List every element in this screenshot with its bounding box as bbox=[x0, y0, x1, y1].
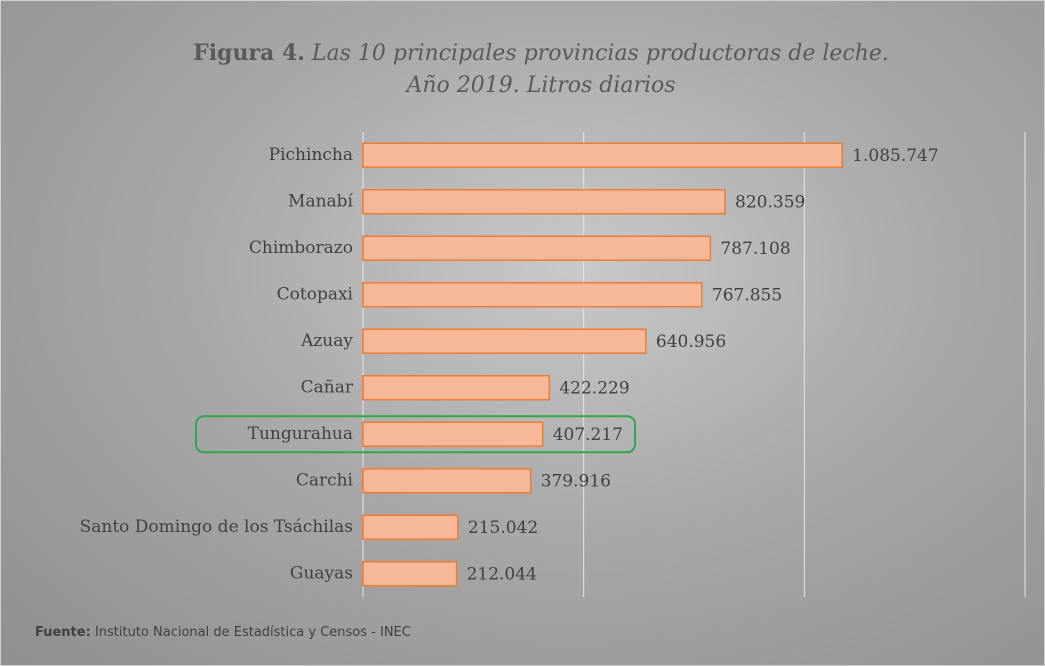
bar bbox=[363, 190, 725, 214]
bar bbox=[363, 283, 702, 307]
y-tick-label: Azuay bbox=[300, 331, 353, 351]
bar bbox=[363, 376, 549, 400]
source-text: Instituto Nacional de Estadística y Cens… bbox=[95, 625, 411, 640]
bar bbox=[363, 562, 457, 586]
bar bbox=[363, 329, 646, 353]
value-label: 767.855 bbox=[712, 285, 782, 305]
value-label: 422.229 bbox=[559, 378, 629, 398]
value-label: 820.359 bbox=[735, 192, 805, 212]
y-tick-label: Pichincha bbox=[269, 145, 353, 165]
bar bbox=[363, 469, 531, 493]
y-tick-label: Cotopaxi bbox=[277, 284, 354, 304]
chart: Pichincha 1.085.747 Manabí 820.359 Chimboraz… bbox=[1, 1, 1044, 665]
value-label: 215.042 bbox=[468, 518, 538, 538]
bar bbox=[363, 422, 543, 446]
y-tick-label: Carchi bbox=[296, 470, 354, 490]
value-label: 407.217 bbox=[553, 425, 623, 445]
value-label: 1.085.747 bbox=[852, 146, 939, 166]
source-label: Fuente: bbox=[35, 625, 91, 640]
y-tick-label: Tungurahua bbox=[248, 424, 353, 444]
y-tick-label: Guayas bbox=[290, 563, 353, 583]
bar bbox=[363, 143, 842, 167]
value-label: 212.044 bbox=[467, 564, 537, 584]
value-label: 640.956 bbox=[656, 332, 726, 352]
y-tick-label: Manabí bbox=[288, 191, 354, 211]
y-tick-label: Cañar bbox=[301, 377, 354, 397]
y-tick-label: Santo Domingo de los Tsáchilas bbox=[80, 517, 353, 537]
y-tick-label: Chimborazo bbox=[249, 238, 353, 258]
source-note: Fuente: Instituto Nacional de Estadístic… bbox=[35, 625, 411, 640]
bar bbox=[363, 515, 458, 539]
value-label: 379.916 bbox=[541, 471, 611, 491]
chart-panel: Figura 4. Las 10 principales provincias … bbox=[0, 0, 1045, 666]
value-label: 787.108 bbox=[720, 239, 790, 259]
bar bbox=[363, 236, 710, 260]
